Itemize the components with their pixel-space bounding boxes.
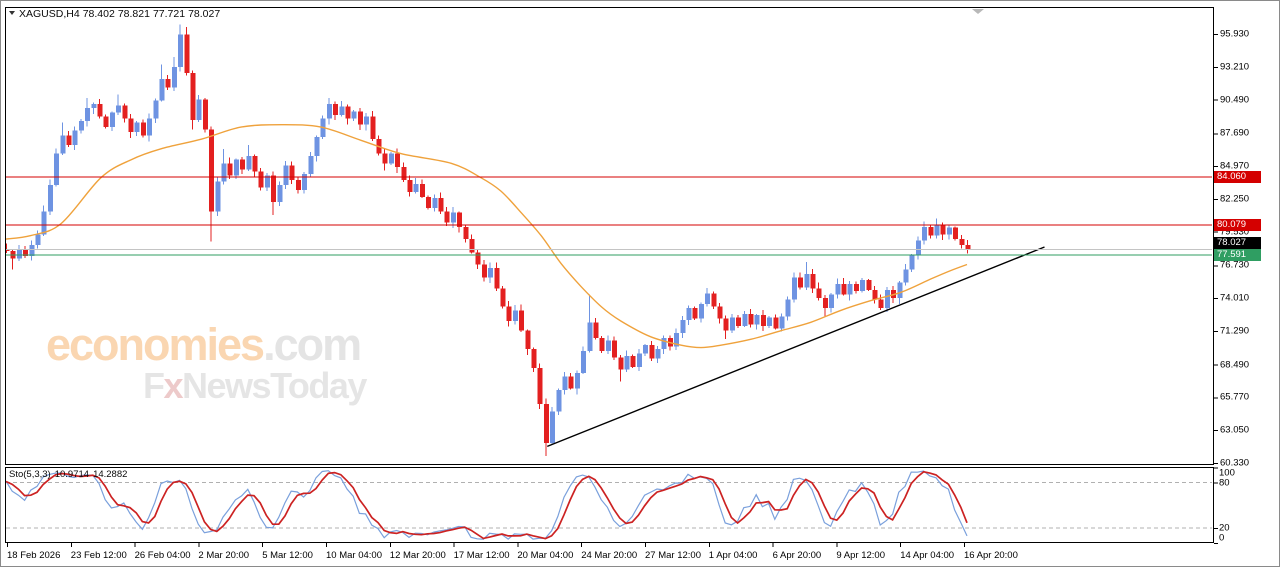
time-tick-label: 14 Apr 04:00: [900, 550, 955, 561]
time-tick-label: 2 Mar 20:00: [198, 550, 250, 561]
price-tick-label: 84.970: [1220, 160, 1250, 172]
price-tick-label: 87.690: [1220, 127, 1250, 139]
sto-tick-label: 80: [1219, 477, 1230, 489]
time-tick-label: 26 Feb 04:00: [134, 550, 191, 561]
price-tick-label: 68.490: [1220, 359, 1250, 371]
price-tick-label: 76.730: [1220, 259, 1250, 271]
ohlc-high: 78.821: [117, 8, 150, 20]
scroll-indicator-icon[interactable]: [972, 9, 984, 14]
price-tick-label: 82.250: [1220, 193, 1250, 205]
time-tick-label: 20 Mar 04:00: [517, 550, 574, 561]
time-tick-label: 10 Mar 04:00: [326, 550, 382, 561]
price-marker: 77.591: [1214, 248, 1261, 261]
time-tick-label: 9 Apr 12:00: [836, 550, 885, 561]
watermark-subbrand: FxNewsToday: [143, 365, 367, 406]
time-tick-label: 23 Feb 12:00: [70, 550, 127, 561]
sto-tick-label: 100: [1219, 467, 1235, 479]
price-tick-label: 79.530: [1220, 226, 1250, 238]
ohlc-low: 77.721: [152, 8, 186, 20]
time-tick-label: 12 Mar 20:00: [389, 550, 446, 561]
price-marker: 84.060: [1214, 171, 1261, 183]
sto-tick-label: 0: [1219, 532, 1225, 543]
price-tick-label: 95.930: [1220, 28, 1250, 40]
time-tick-label: 5 Mar 12:00: [262, 550, 313, 561]
price-tick-label: 65.770: [1220, 391, 1250, 403]
price-marker: 80.079: [1214, 218, 1261, 231]
ohlc-close: 78.027: [188, 8, 221, 20]
time-tick-label: 24 Mar 20:00: [581, 550, 638, 561]
time-tick-label: 18 Feb 2026: [7, 550, 61, 561]
price-tick-label: 71.290: [1220, 325, 1250, 337]
price-tick-label: 74.010: [1220, 292, 1250, 304]
ohlc-open: 78.402: [82, 8, 115, 20]
symbol-dropdown-icon[interactable]: [9, 11, 15, 16]
time-tick-label: 17 Mar 12:00: [453, 550, 510, 561]
time-tick-label: 6 Apr 20:00: [772, 550, 822, 561]
symbol-title: XAGUSD,H4 78.402 78.821 77.721 78.027: [9, 8, 220, 20]
sto-tick-label: 20: [1219, 522, 1230, 534]
price-tick-label: 60.330: [1220, 457, 1250, 469]
stochastic-label: Sto(5,3,3) 10.9714 14.2882: [9, 469, 128, 480]
time-tick-label: 16 Apr 20:00: [964, 550, 1018, 561]
watermark-brand: economies.com: [46, 319, 362, 370]
time-tick-label: 27 Mar 12:00: [645, 550, 701, 561]
price-tick-label: 93.210: [1220, 61, 1250, 73]
time-tick-label: 1 Apr 04:00: [708, 550, 758, 561]
price-tick-label: 90.490: [1220, 94, 1250, 106]
symbol-name: XAGUSD,H4: [19, 8, 80, 20]
price-tick-label: 63.050: [1220, 424, 1250, 436]
price-marker: 78.027: [1214, 236, 1261, 249]
